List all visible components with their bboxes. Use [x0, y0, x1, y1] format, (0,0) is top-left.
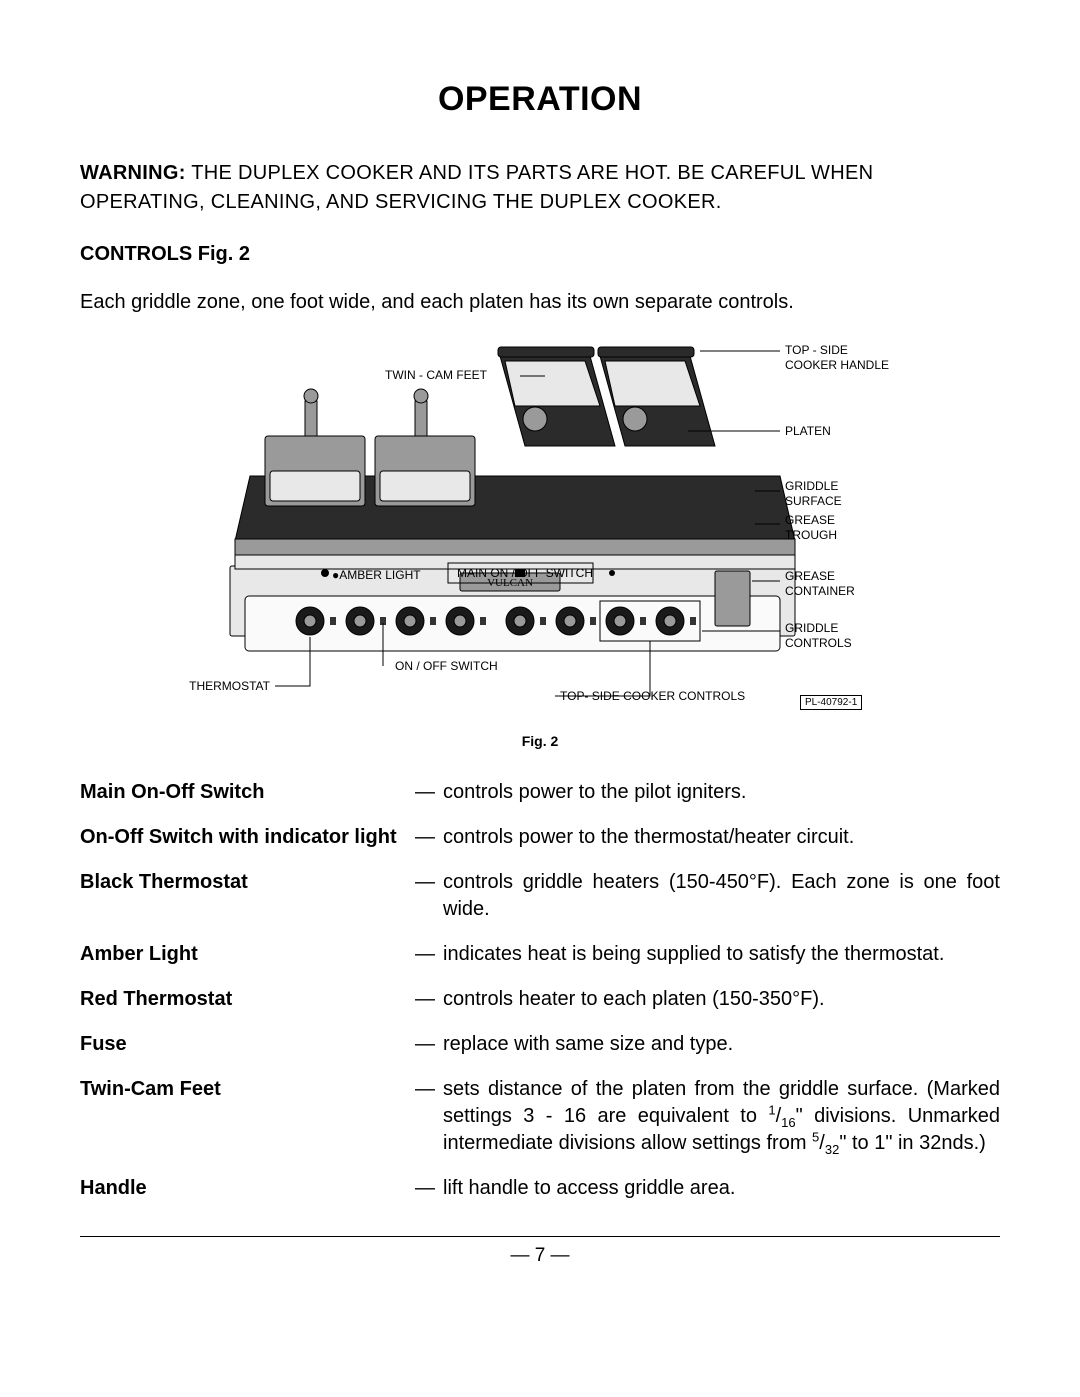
controls-definition: —replace with same size and type. [415, 1031, 1000, 1058]
controls-diagram: VULCAN [160, 341, 920, 721]
label-grease-trough-l1: GREASE [785, 513, 835, 527]
controls-table: Main On-Off Switch—controls power to the… [80, 779, 1000, 1202]
label-amber-light: AMBER LIGHT [339, 568, 420, 582]
page-number: — 7 — [80, 1245, 1000, 1267]
controls-dash: — [415, 1031, 443, 1058]
controls-definition: —controls power to the pilot igniters. [415, 779, 1000, 806]
label-grease-container-l1: GREASE [785, 569, 835, 583]
controls-row: Amber Light— indicates heat is being sup… [80, 941, 1000, 968]
controls-def-text: controls griddle heaters (150-450°F). Ea… [443, 869, 1000, 923]
controls-row: Red Thermostat—controls heater to each p… [80, 986, 1000, 1013]
label-on-off-switch: ON / OFF SWITCH [395, 659, 498, 674]
controls-term: Amber Light [80, 941, 415, 968]
controls-term: Main On-Off Switch [80, 779, 415, 806]
controls-row: Twin-Cam Feet—sets distance of the plate… [80, 1076, 1000, 1157]
controls-definition: —controls griddle heaters (150-450°F). E… [415, 869, 1000, 923]
controls-def-text: replace with same size and type. [443, 1031, 1000, 1058]
label-pl-number: PL-40792-1 [800, 695, 862, 710]
label-griddle-controls-l1: GRIDDLE [785, 621, 838, 635]
label-top-side-handle-l2: COOKER HANDLE [785, 358, 889, 372]
footer-rule [80, 1236, 1000, 1237]
controls-dash: — [415, 779, 443, 806]
controls-heading: CONTROLS Fig. 2 [80, 243, 1000, 266]
controls-term: Black Thermostat [80, 869, 415, 896]
label-griddle-controls-l2: CONTROLS [785, 636, 852, 650]
warning-text: THE DUPLEX COOKER AND ITS PARTS ARE HOT.… [80, 162, 873, 213]
controls-dash: — [415, 824, 443, 851]
controls-term: Twin-Cam Feet [80, 1076, 415, 1103]
controls-definition: —controls power to the thermostat/heater… [415, 824, 1000, 851]
controls-row: On-Off Switch with indicator light—contr… [80, 824, 1000, 851]
controls-row: Black Thermostat—controls griddle heater… [80, 869, 1000, 923]
label-grease-trough-l2: TROUGH [785, 528, 837, 542]
controls-definition: — indicates heat is being supplied to sa… [415, 941, 1000, 968]
label-top-side-handle-l1: TOP - SIDE [785, 343, 848, 357]
controls-row: Fuse—replace with same size and type. [80, 1031, 1000, 1058]
controls-dash: — [415, 941, 443, 968]
label-griddle-surface-l1: GRIDDLE [785, 479, 838, 493]
controls-def-text: controls power to the pilot igniters. [443, 779, 1000, 806]
controls-row: Handle—lift handle to access griddle are… [80, 1175, 1000, 1202]
controls-def-text: lift handle to access griddle area. [443, 1175, 1000, 1202]
label-platen: PLATEN [785, 424, 831, 439]
controls-def-text: controls power to the thermostat/heater … [443, 824, 1000, 851]
label-griddle-surface-l2: SURFACE [785, 494, 842, 508]
label-grease-container-l2: CONTAINER [785, 584, 855, 598]
controls-def-text: controls heater to each platen (150-350°… [443, 986, 1000, 1013]
controls-row: Main On-Off Switch—controls power to the… [80, 779, 1000, 806]
label-main-switch: MAIN ON / OFF SWITCH [457, 566, 593, 581]
controls-term: Handle [80, 1175, 415, 1202]
controls-dash: — [415, 869, 443, 896]
controls-dash: — [415, 986, 443, 1013]
label-top-side-controls: TOP- SIDE COOKER CONTROLS [560, 689, 745, 704]
controls-definition: —sets distance of the platen from the gr… [415, 1076, 1000, 1157]
controls-term: Fuse [80, 1031, 415, 1058]
controls-def-text: sets distance of the platen from the gri… [443, 1076, 1000, 1157]
figure-caption: Fig. 2 [80, 733, 1000, 749]
controls-def-text: indicates heat is being supplied to sati… [443, 941, 1000, 968]
controls-dash: — [415, 1175, 443, 1202]
label-twin-cam-feet: TWIN - CAM FEET [385, 368, 487, 383]
controls-intro: Each griddle zone, one foot wide, and ea… [80, 288, 1000, 317]
warning-paragraph: WARNING: THE DUPLEX COOKER AND ITS PARTS… [80, 159, 1000, 217]
controls-definition: —controls heater to each platen (150-350… [415, 986, 1000, 1013]
warning-label: WARNING: [80, 162, 186, 184]
page-title: OPERATION [80, 80, 1000, 119]
controls-term: On-Off Switch with indicator light [80, 824, 415, 851]
controls-definition: —lift handle to access griddle area. [415, 1175, 1000, 1202]
controls-term: Red Thermostat [80, 986, 415, 1013]
controls-dash: — [415, 1076, 443, 1103]
